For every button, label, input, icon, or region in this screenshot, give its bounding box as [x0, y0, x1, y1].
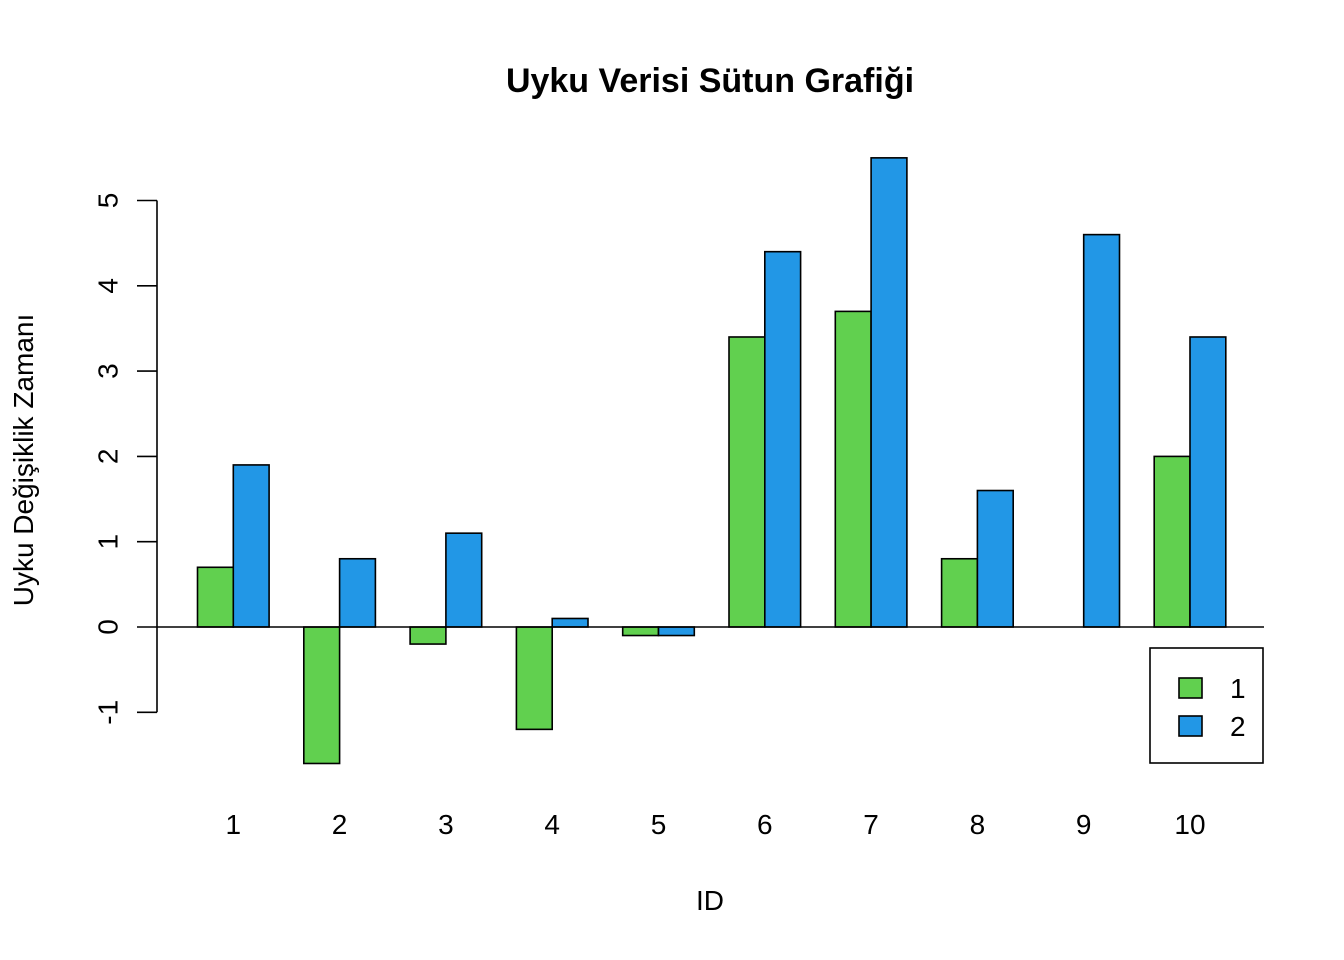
bar-series-2-id-5: [657, 626, 696, 637]
legend-label-2: 2: [1230, 711, 1246, 742]
bar-series-1-id-2: [302, 626, 341, 765]
y-tick-label: 2: [92, 449, 123, 465]
bar-series-2-id-4: [551, 617, 589, 628]
x-tick-label: 5: [651, 809, 667, 840]
bars-group: [196, 157, 1227, 765]
y-tick-label: -1: [92, 700, 123, 725]
bar-series-1-id-1: [196, 566, 235, 628]
x-tick-label: 9: [1076, 809, 1092, 840]
y-axis-label: Uyku Değişiklik Zamanı: [8, 314, 39, 607]
y-axis: -1 0 1 2 3 4 5: [92, 193, 158, 725]
bar-series-2-id-9: [1082, 233, 1121, 628]
bar-series-2-id-1: [232, 464, 270, 628]
x-tick-label: 8: [970, 809, 986, 840]
legend: 12: [1149, 647, 1264, 764]
x-axis-label: ID: [696, 885, 724, 916]
bar-series-1-id-8: [940, 557, 979, 628]
legend-label-1: 1: [1230, 673, 1246, 704]
bar-series-1-id-10: [1153, 455, 1191, 628]
x-tick-label: 6: [757, 809, 773, 840]
x-tick-label: 2: [332, 809, 348, 840]
bar-series-2-id-7: [870, 157, 908, 628]
y-tick-label: 0: [92, 619, 123, 635]
x-tick-label: 4: [544, 809, 560, 840]
y-tick-label: 4: [92, 278, 123, 294]
bar-series-1-id-5: [621, 626, 660, 637]
bar-series-2-id-8: [976, 489, 1015, 628]
x-tick-label: 7: [863, 809, 879, 840]
legend-box: [1149, 647, 1264, 764]
y-tick-label: 3: [92, 363, 123, 379]
bar-series-2-id-3: [445, 532, 483, 628]
legend-swatch-1: [1178, 677, 1203, 699]
y-tick-label: 1: [92, 534, 123, 550]
bar-series-1-id-4: [515, 626, 554, 731]
y-tick-label: 5: [92, 193, 123, 209]
bar-series-2-id-2: [338, 557, 377, 628]
bar-series-1-id-3: [409, 626, 447, 645]
legend-swatch-2: [1178, 715, 1203, 737]
x-tick-labels: 1 2 3 4 5 6 7 8 9 10: [226, 809, 1206, 840]
bar-series-1-id-6: [728, 336, 766, 628]
chart-title: Uyku Verisi Sütun Grafiği: [506, 62, 914, 100]
bar-series-2-id-10: [1189, 336, 1227, 628]
bar-series-2-id-6: [763, 250, 802, 628]
x-tick-label: 1: [226, 809, 242, 840]
bar-series-1-id-7: [834, 310, 872, 628]
x-tick-label: 10: [1174, 809, 1205, 840]
x-tick-label: 3: [438, 809, 454, 840]
